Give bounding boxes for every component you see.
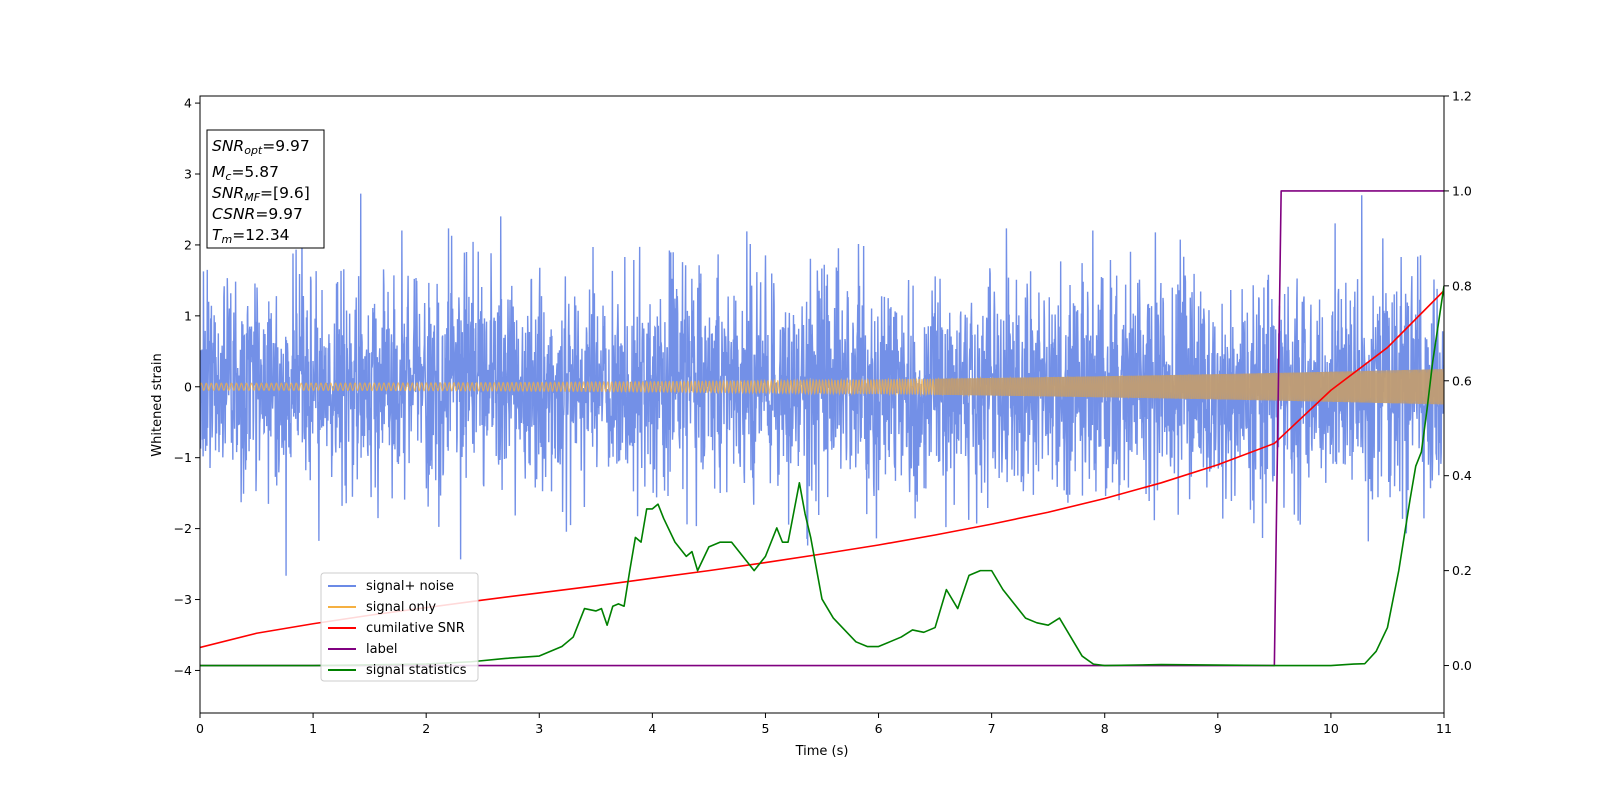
legend-frame [320, 572, 479, 682]
y-left-tick-label: 4 [184, 96, 192, 111]
x-tick-label: 9 [1214, 721, 1222, 736]
x-axis-label: Time (s) [795, 744, 849, 759]
x-tick-label: 3 [535, 721, 543, 736]
y-axis-label: Whitened strain [150, 353, 165, 456]
y-left-tick-label: 0 [184, 379, 192, 394]
info-csnr: CSNR=9.97 [212, 205, 303, 223]
y-right-tick-label: 1.0 [1452, 183, 1472, 198]
legend: signal+ noise signal only cumilative SNR… [320, 572, 479, 682]
y-right-tick-label: 1.2 [1452, 89, 1472, 104]
legend-label-cumulative-snr: cumilative SNR [366, 621, 465, 636]
x-tick-label: 8 [1101, 721, 1109, 736]
y-right-tick-label: 0.8 [1452, 278, 1472, 293]
info-tm: Tm=12.34 [212, 226, 290, 246]
signal-only-series [200, 369, 1444, 405]
info-box-frame [206, 129, 325, 249]
signal-statistics-line [200, 285, 1444, 667]
info-mc: Mc=5.87 [212, 163, 279, 183]
y-left-tick-label: −4 [174, 663, 192, 678]
legend-label-signal-noise: signal+ noise [366, 579, 454, 594]
y-right-tick-label: 0.6 [1452, 373, 1472, 388]
legend-label-signal-statistics: signal statistics [366, 663, 467, 678]
plot-frame [199, 95, 1445, 714]
y-left-tick-label: −2 [174, 521, 192, 536]
x-tick-label: 1 [309, 721, 317, 736]
y-right-tick-label: 0.2 [1452, 563, 1472, 578]
x-tick-label: 7 [988, 721, 996, 736]
y-right-tick-label: 0.0 [1452, 658, 1472, 673]
y-right-tick-label: 0.4 [1452, 468, 1472, 483]
x-tick-label: 11 [1436, 721, 1452, 736]
info-box: SNRopt=9.97 Mc=5.87 SNRMF=[9.6] CSNR=9.9… [206, 129, 325, 249]
info-snr-opt: SNRopt=9.97 [212, 137, 310, 157]
x-tick-label: 0 [196, 721, 204, 736]
signal-overlap-band [935, 369, 1444, 405]
legend-label-label: label [366, 642, 397, 657]
x-tick-label: 2 [422, 721, 430, 736]
label-line [200, 190, 1444, 667]
y-left-tick-label: 3 [184, 167, 192, 182]
y-left-tick-label: 1 [184, 308, 192, 323]
y-left-tick-label: 2 [184, 237, 192, 252]
x-axis: 0 1 2 3 4 5 6 7 8 9 10 11 [196, 713, 1452, 736]
y-left-tick-label: −3 [174, 592, 192, 607]
y-axis-right: 0.0 0.2 0.4 0.6 0.8 1.0 1.2 [1444, 89, 1472, 673]
x-tick-label: 5 [761, 721, 769, 736]
x-tick-label: 4 [648, 721, 656, 736]
y-left-tick-label: −1 [174, 450, 192, 465]
x-tick-label: 6 [875, 721, 883, 736]
x-tick-label: 10 [1323, 721, 1339, 736]
y-axis-left: −4 −3 −2 −1 0 1 2 3 4 [174, 96, 200, 678]
legend-label-signal-only: signal only [366, 600, 436, 615]
info-snr-mf: SNRMF=[9.6] [212, 184, 310, 204]
